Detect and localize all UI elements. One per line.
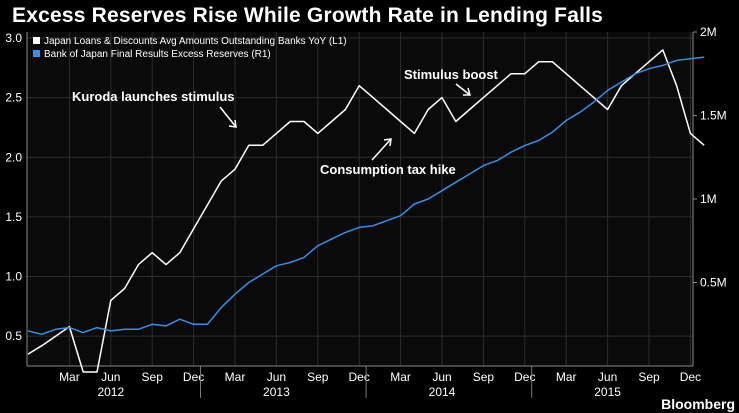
x-tick-label: Jun xyxy=(267,370,286,384)
x-tick-label: Sep xyxy=(473,370,495,384)
y-left-tick-label: 2.5 xyxy=(5,91,22,105)
x-tick-label: Dec xyxy=(183,370,204,384)
x-tick-label: Sep xyxy=(307,370,329,384)
bloomberg-logo: Bloomberg xyxy=(661,396,735,412)
annotation-stimulus-boost: Stimulus boost xyxy=(404,67,499,82)
annotation-arrow xyxy=(219,106,237,128)
legend-label: Japan Loans & Discounts Avg Amounts Outs… xyxy=(44,36,347,47)
x-tick-label: Jun xyxy=(101,370,120,384)
legend-swatch xyxy=(33,37,40,44)
annotation-arrowhead xyxy=(463,87,471,96)
legend-label: Bank of Japan Final Results Excess Reser… xyxy=(44,49,271,60)
annotation-kuroda-stimulus: Kuroda launches stimulus xyxy=(72,89,235,104)
plot-area xyxy=(27,32,693,366)
annotation-arrow xyxy=(455,83,471,96)
x-tick-label: Dec xyxy=(680,370,701,384)
chart-title: Excess Reserves Rise While Growth Rate i… xyxy=(12,4,604,27)
y-right-tick-label: 1M xyxy=(700,192,717,206)
y-right-tick-label: 0.5M xyxy=(700,276,727,290)
x-tick-label: Mar xyxy=(390,370,411,384)
y-left-tick-label: 1.5 xyxy=(5,210,22,224)
y-left-tick-label: 3.0 xyxy=(5,31,22,45)
x-tick-label: Mar xyxy=(59,370,80,384)
x-tick-label: Mar xyxy=(556,370,577,384)
y-right-tick-label: 2M xyxy=(700,25,717,39)
y-left-tick-label: 0.5 xyxy=(5,329,22,343)
x-year-label: 2013 xyxy=(263,385,290,399)
y-left-tick-label: 1.0 xyxy=(5,270,22,284)
x-tick-label: Mar xyxy=(225,370,246,384)
x-tick-label: Dec xyxy=(349,370,370,384)
annotation-arrow xyxy=(371,138,392,161)
x-tick-label: Sep xyxy=(638,370,660,384)
x-year-label: 2014 xyxy=(429,385,456,399)
y-right-tick-label: 1.5M xyxy=(700,109,727,123)
x-year-label: 2015 xyxy=(594,385,621,399)
x-tick-label: Sep xyxy=(142,370,164,384)
series-line-loans-yoy xyxy=(27,49,705,373)
annotation-consumption-tax: Consumption tax hike xyxy=(320,162,456,177)
y-left-tick-label: 2.0 xyxy=(5,150,22,164)
x-tick-label: Jun xyxy=(432,370,451,384)
annotation-arrowhead xyxy=(228,119,237,128)
x-tick-label: Dec xyxy=(514,370,535,384)
x-tick-label: Jun xyxy=(598,370,617,384)
x-year-label: 2012 xyxy=(97,385,124,399)
annotation-arrowhead xyxy=(383,138,392,147)
series-line-excess-reserves xyxy=(27,56,705,336)
legend-swatch xyxy=(33,50,40,57)
